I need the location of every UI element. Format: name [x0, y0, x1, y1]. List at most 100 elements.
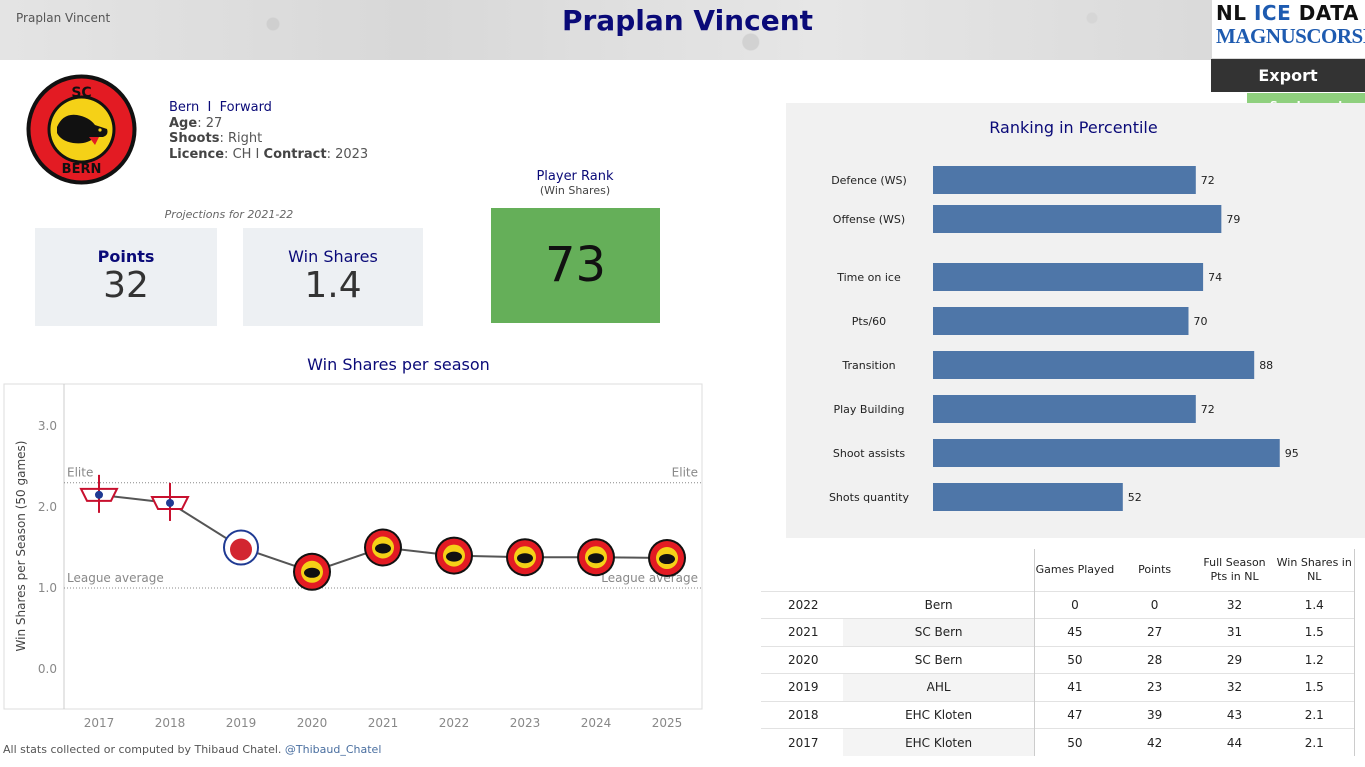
- cell-year: 2021: [761, 618, 843, 646]
- bar-category-label: Offense (WS): [833, 213, 905, 226]
- ranking-bar: [933, 205, 1222, 233]
- win-shares-value: 1.4: [304, 265, 362, 306]
- x-tick-label: 2025: [652, 716, 683, 730]
- elite-label-right: Elite: [672, 466, 698, 480]
- ranking-title: Ranking in Percentile: [989, 118, 1158, 137]
- cell-points: 0: [1114, 590, 1195, 619]
- cell-full-season-pts: 44: [1194, 728, 1275, 756]
- bar-category-label: Shots quantity: [829, 491, 910, 504]
- shoots-line: Shoots: Right: [169, 131, 263, 146]
- table-row: 2022 Bern 0 0 32 1.4: [761, 590, 1355, 619]
- ranking-bar: [933, 483, 1123, 511]
- bar-value-label: 72: [1201, 403, 1215, 416]
- logo-part-data: DATA: [1291, 1, 1359, 25]
- ranking-bar: [933, 166, 1196, 194]
- bar-value-label: 79: [1226, 213, 1240, 226]
- table-header-row: Games Played Points Full Season Pts in N…: [761, 549, 1355, 591]
- header-win-shares: Win Shares in NL: [1274, 549, 1355, 591]
- twitter-handle-link[interactable]: @Thibaud_Chatel: [284, 743, 382, 756]
- player-rank-label: Player Rank (Win Shares): [491, 170, 659, 198]
- cell-games-played: 41: [1034, 673, 1115, 701]
- data-point-2018: [150, 482, 190, 521]
- data-point-2023: [506, 538, 544, 577]
- contract-value: 2023: [335, 146, 369, 162]
- logo-part-ice: ICE: [1253, 1, 1292, 25]
- bar-category-label: Pts/60: [852, 315, 886, 328]
- ws-chart-title: Win Shares per season: [307, 355, 490, 374]
- ranking-bar: [933, 395, 1196, 423]
- y-tick-label: 2.0: [38, 500, 57, 514]
- cell-points: 28: [1114, 645, 1195, 674]
- points-card: Points 32: [35, 228, 217, 326]
- cell-year: 2020: [761, 645, 843, 674]
- cell-team: Bern: [842, 590, 1035, 619]
- cell-win-shares: 2.1: [1274, 700, 1355, 729]
- shoots-label: Shoots: [169, 131, 220, 146]
- bar-value-label: 72: [1201, 174, 1215, 187]
- league-average-label-right: League average: [601, 571, 698, 585]
- kloten-logo-center: [166, 498, 174, 507]
- page-title: Praplan Vincent: [561, 4, 814, 37]
- cell-games-played: 50: [1034, 728, 1115, 756]
- cell-team: EHC Kloten: [842, 700, 1035, 729]
- bern-bear-icon: [517, 553, 533, 564]
- x-tick-label: 2021: [368, 716, 399, 730]
- header-full-season-pts: Full Season Pts in NL: [1203, 555, 1266, 583]
- cell-team: AHL: [842, 673, 1035, 701]
- header-games-played: Games Played: [1034, 549, 1115, 591]
- export-button[interactable]: Export: [1211, 59, 1365, 92]
- bern-bear-icon: [304, 567, 320, 578]
- data-point-2019: [223, 529, 259, 566]
- data-point-2017: [79, 474, 119, 513]
- bar-category-label: Time on ice: [836, 271, 901, 284]
- cell-win-shares: 1.5: [1274, 618, 1355, 646]
- header-points: Points: [1138, 562, 1172, 576]
- win-shares-card: Win Shares 1.4: [243, 228, 423, 326]
- points-label: Points: [97, 247, 155, 266]
- cell-win-shares: 1.4: [1274, 590, 1355, 619]
- header-banner: Praplan Vincent Praplan Vincent: [0, 0, 1365, 60]
- svg-text:BERN: BERN: [62, 162, 102, 177]
- x-tick-label: 2020: [297, 716, 328, 730]
- cell-full-season-pts: 43: [1194, 700, 1275, 729]
- bar-value-label: 88: [1259, 359, 1273, 372]
- age-line: Age: 27: [169, 115, 223, 131]
- cell-year: 2019: [761, 673, 843, 701]
- cell-win-shares: 1.5: [1274, 673, 1355, 701]
- bar-value-label: 74: [1208, 271, 1222, 284]
- player-info: Bern I Forward Age: 27 Shoots: Right Lic…: [169, 100, 368, 162]
- logo-part-nl: NL: [1216, 1, 1254, 25]
- bar-category-label: Transition: [841, 359, 895, 372]
- table-row: 2018 EHC Kloten 47 39 43 2.1: [761, 700, 1355, 729]
- y-tick-label: 0.0: [38, 662, 57, 676]
- x-tick-label: 2018: [155, 716, 186, 730]
- kloten-logo-center: [95, 490, 103, 499]
- licence-value: CH I: [232, 146, 260, 162]
- table-row: 2019 AHL 41 23 32 1.5: [761, 673, 1355, 701]
- cell-games-played: 45: [1034, 618, 1115, 646]
- player-rank-value: 73: [491, 208, 660, 323]
- elite-label-left: Elite: [67, 466, 93, 480]
- team-position-line: Bern I Forward: [169, 100, 368, 116]
- player-rank-subtitle: (Win Shares): [539, 184, 611, 197]
- cell-games-played: 50: [1034, 645, 1115, 674]
- ranking-bar: [933, 263, 1204, 291]
- team-separator: I: [207, 100, 212, 115]
- table-row: 2021 SC Bern 45 27 31 1.5: [761, 618, 1355, 646]
- data-point-2020: [293, 552, 331, 591]
- cell-win-shares: 2.1: [1274, 728, 1355, 756]
- shoots-value: Right: [227, 131, 263, 146]
- position: Forward: [219, 100, 272, 115]
- x-tick-label: 2022: [439, 716, 470, 730]
- cell-full-season-pts: 31: [1194, 618, 1275, 646]
- points-value: 32: [103, 265, 149, 306]
- data-point-2024: [577, 538, 615, 577]
- y-tick-label: 3.0: [38, 419, 57, 433]
- ranking-bar: [933, 439, 1280, 467]
- bar-category-label: Shoot assists: [833, 447, 906, 460]
- footer-credit: All stats collected or computed by Thiba…: [3, 743, 381, 756]
- bar-category-label: Play Building: [833, 403, 904, 416]
- league-average-label-left: League average: [67, 571, 164, 585]
- table-row: 2017 EHC Kloten 50 42 44 2.1: [761, 728, 1355, 756]
- cell-games-played: 0: [1034, 590, 1115, 619]
